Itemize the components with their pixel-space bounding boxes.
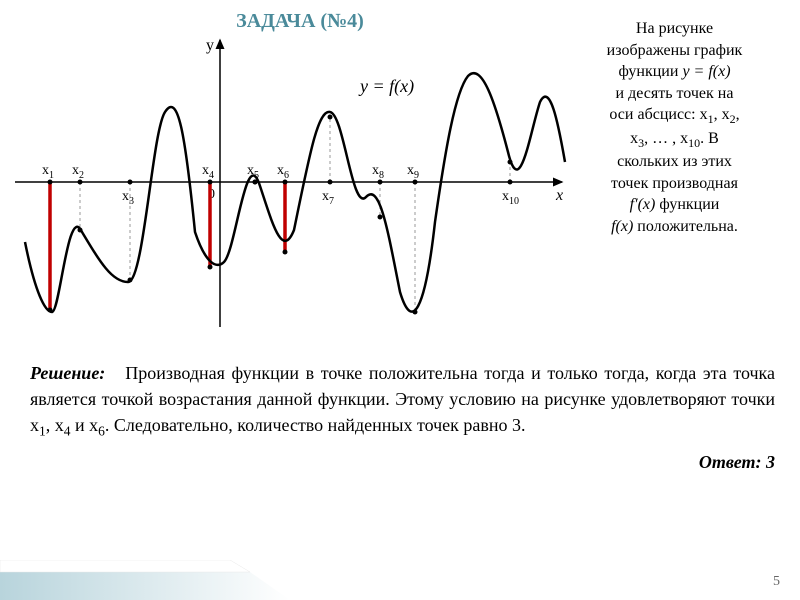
problem-l7: скольких из этих xyxy=(617,153,732,170)
svg-text:x9: x9 xyxy=(407,163,419,181)
svg-text:x8: x8 xyxy=(372,163,384,181)
solution-text: Производная функции в точке положительна… xyxy=(30,363,775,435)
svg-text:x1: x1 xyxy=(42,163,54,181)
problem-l3: функции y = f(x) xyxy=(618,63,730,80)
svg-text:x3: x3 xyxy=(122,189,134,207)
problem-l9: f′(x) функции xyxy=(630,196,720,213)
function-graph: yx0x1x2x3x4x5x6x7x8x9x10y = f(x) xyxy=(10,32,570,332)
graph-svg: yx0x1x2x3x4x5x6x7x8x9x10y = f(x) xyxy=(10,32,570,332)
problem-l5: оси абсцисс: x1, x2, xyxy=(609,106,739,123)
footer-decoration xyxy=(0,560,300,600)
problem-l6: x3, … , x10. В xyxy=(630,130,719,147)
solution-block: Решение: Производная функции в точке пол… xyxy=(30,360,775,475)
page-number: 5 xyxy=(773,574,780,590)
svg-text:x: x xyxy=(555,187,563,204)
svg-text:y: y xyxy=(206,37,214,54)
svg-text:y = f(x): y = f(x) xyxy=(358,76,414,97)
svg-text:x4: x4 xyxy=(202,163,214,181)
problem-l2: изображены график xyxy=(607,42,743,59)
problem-l1: На рисунке xyxy=(636,20,713,37)
problem-l8: точек производная xyxy=(611,175,738,192)
svg-text:x2: x2 xyxy=(72,163,84,181)
task-title: ЗАДАЧА (№4) xyxy=(200,10,400,33)
solution-label: Решение: xyxy=(30,363,105,383)
problem-l4: и десять точек на xyxy=(616,85,734,102)
problem-l10: f(x) положительна. xyxy=(611,218,738,235)
svg-text:x7: x7 xyxy=(322,189,334,207)
problem-description: На рисунке изображены график функции y =… xyxy=(567,18,782,238)
answer: Ответ: 3 xyxy=(30,449,775,475)
svg-text:x10: x10 xyxy=(502,189,519,207)
svg-text:x6: x6 xyxy=(277,163,289,181)
